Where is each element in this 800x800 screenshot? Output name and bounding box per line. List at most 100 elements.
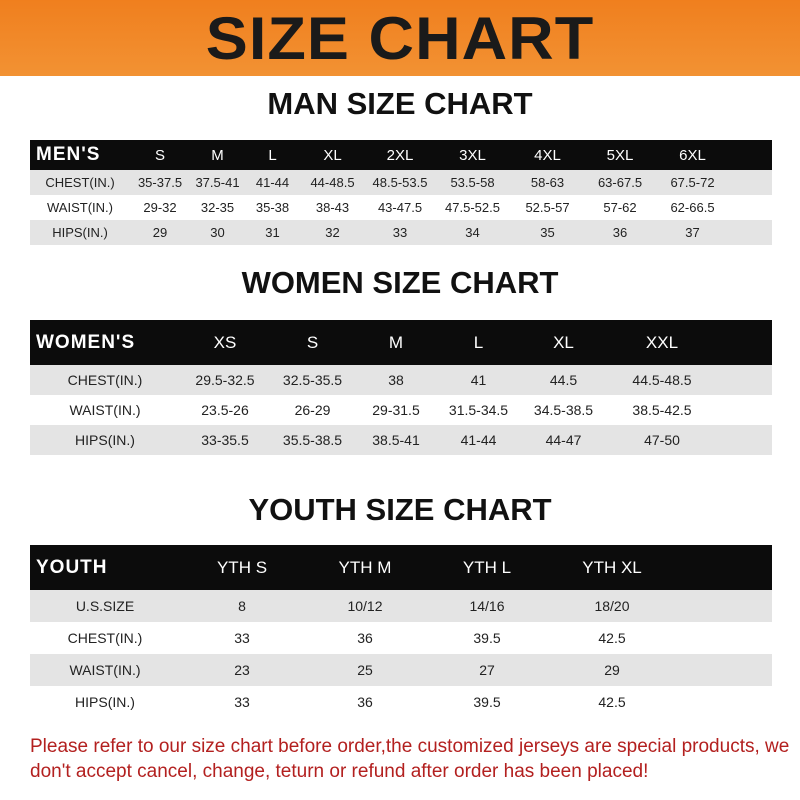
table-cell: 35-37.5 (137, 175, 183, 190)
table-cell: 29-31.5 (372, 402, 420, 418)
row-label: WAIST(IN.) (47, 200, 113, 215)
table-row: HIPS(IN.) 33-35.5 35.5-38.5 38.5-41 41-44 44-… (30, 425, 772, 455)
table-cell: 14/16 (469, 598, 505, 614)
row-label: HIPS(IN.) (75, 432, 135, 448)
men-title: MAN SIZE CHART (267, 86, 533, 121)
table-cell: 38.5-41 (372, 432, 420, 448)
table-cell: M (211, 146, 224, 164)
table-cell: 38 (388, 372, 404, 388)
table-cell: 10/12 (347, 598, 383, 614)
table-cell: 62-66.5 (670, 200, 715, 215)
banner-title: SIZE CHART (205, 4, 595, 72)
table-cell: 26-29 (294, 402, 331, 418)
table-cell: 36 (357, 630, 373, 646)
table-cell: 44-47 (545, 432, 582, 448)
row-label: U.S.SIZE (75, 598, 135, 614)
table-cell: 34 (465, 225, 480, 240)
table-cell: 3XL (459, 146, 486, 164)
row-label: CHEST(IN.) (67, 630, 143, 646)
table-cell: 34.5-38.5 (533, 402, 594, 418)
table-cell: 4XL (534, 146, 561, 164)
table-cell: 52.5-57 (525, 200, 570, 215)
row-label: WAIST(IN.) (69, 402, 141, 418)
table-cell: 36 (357, 694, 373, 710)
table-cell: 53.5-58 (450, 175, 495, 190)
youth-title: YOUTH SIZE CHART (248, 492, 552, 527)
banner: SIZE CHART (0, 0, 800, 76)
table-cell: 41 (470, 372, 487, 388)
table-cell: 47.5-52.5 (445, 200, 500, 215)
table-cell: 8 (238, 598, 246, 614)
table-row: CHEST(IN.) 35-37.5 37.5-41 41-44 44-48.5 48.5… (30, 170, 772, 195)
table-cell: YTH M (338, 557, 392, 577)
table-cell: 39.5 (473, 694, 501, 710)
table-cell: YTH S (216, 557, 268, 577)
table-cell: M (388, 332, 404, 352)
table-header-row: YOUTH YTH S YTH M YTH L YTH XL (30, 545, 772, 590)
table-cell: 27 (479, 662, 495, 678)
table-cell: 29-32 (143, 200, 177, 215)
table-cell: 32-35 (200, 200, 235, 215)
row-label: WAIST(IN.) (69, 662, 141, 678)
table-cell: 37 (685, 225, 700, 240)
table-cell: 23.5-26 (201, 402, 249, 418)
table-cell: YTH L (462, 557, 512, 577)
row-label: YOUTH (36, 556, 108, 578)
table-cell: 30 (210, 225, 225, 240)
table-cell: 37.5-41 (195, 175, 240, 190)
table-cell: 33-35.5 (201, 432, 249, 448)
table-cell: 42.5 (598, 630, 626, 646)
row-label: CHEST(IN.) (67, 372, 143, 388)
table-cell: 48.5-53.5 (372, 175, 428, 190)
table-row: CHEST(IN.) 29.5-32.5 32.5-35.5 38 41 44.5 44.5… (30, 365, 772, 395)
row-label: HIPS(IN.) (52, 225, 108, 240)
table-row: HIPS(IN.) 33 36 39.5 42.5 (30, 686, 772, 718)
table-cell: S (306, 332, 319, 352)
table-cell: 44.5 (549, 372, 578, 388)
row-label: MEN'S (36, 144, 101, 165)
table-cell: 6XL (679, 146, 706, 164)
table-cell: 25 (357, 662, 373, 678)
table-cell: 29 (604, 662, 620, 678)
table-cell: 41-44 (255, 175, 290, 190)
table-cell: 42.5 (598, 694, 626, 710)
table-cell: 32.5-35.5 (282, 372, 343, 388)
table-cell: 31 (265, 225, 280, 240)
table-cell: 58-63 (530, 175, 565, 190)
table-cell: XXL (645, 332, 679, 352)
table-cell: L (268, 146, 277, 164)
table-cell: 39.5 (473, 630, 501, 646)
table-cell: 35-38 (255, 200, 290, 215)
table-cell: 67.5-72 (670, 175, 715, 190)
table-cell: 63-67.5 (597, 175, 643, 190)
table-cell: 41-44 (460, 432, 497, 448)
table-cell: 2XL (386, 146, 414, 164)
row-label: HIPS(IN.) (75, 694, 135, 710)
table-cell: 44-48.5 (310, 175, 355, 190)
table-cell: XL (323, 146, 342, 164)
table-cell: 36 (612, 225, 628, 240)
table-cell: XL (553, 332, 574, 352)
table-cell: 44.5-48.5 (632, 372, 692, 388)
table-row: WAIST(IN.) 23.5-26 26-29 29-31.5 31.5-34.5 34… (30, 395, 772, 425)
table-row: U.S.SIZE 8 10/12 14/16 18/20 (30, 590, 772, 622)
table-cell: 57-62 (603, 200, 637, 215)
table-row: HIPS(IN.) 29 30 31 32 33 34 35 36 37 (30, 220, 772, 245)
women-size-table: WOMEN'S XS S M L XL XXL CHEST(IN.) 29.5-32.5 32.5… (30, 320, 772, 455)
table-cell: 33 (234, 694, 250, 710)
table-header-row: WOMEN'S XS S M L XL XXL (30, 320, 772, 365)
table-cell: 29 (152, 225, 168, 240)
table-row: WAIST(IN.) 29-32 32-35 35-38 38-43 43-47.5 47.… (30, 195, 772, 220)
table-cell: L (473, 332, 484, 352)
table-cell: 33 (234, 630, 250, 646)
table-cell: 38.5-42.5 (632, 402, 692, 418)
youth-size-table: YOUTH YTH S YTH M YTH L YTH XL U.S.SIZE 8 10/12… (30, 545, 772, 718)
women-title: WOMEN SIZE CHART (241, 265, 559, 300)
table-cell: 35 (540, 225, 555, 240)
table-cell: 32 (325, 225, 340, 240)
table-cell: 31.5-34.5 (448, 402, 509, 418)
table-cell: YTH XL (582, 557, 642, 577)
row-label: WOMEN'S (36, 331, 136, 353)
table-cell: 35.5-38.5 (282, 432, 343, 448)
table-cell: 18/20 (594, 598, 630, 614)
